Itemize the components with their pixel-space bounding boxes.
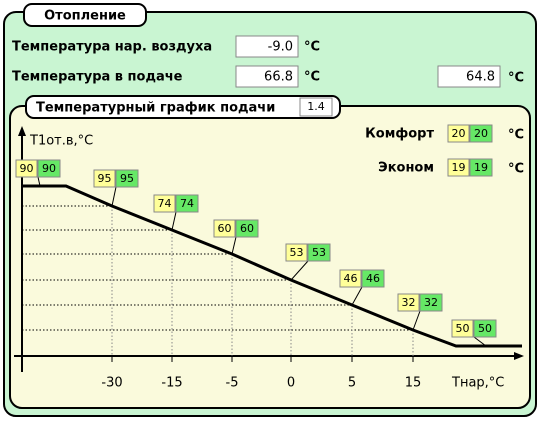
point-value: 46 [344, 272, 358, 285]
leader [412, 310, 421, 331]
value-box [235, 35, 299, 58]
value: 66.8 [264, 70, 293, 85]
value: -9.0 [268, 40, 293, 55]
curve [22, 184, 522, 348]
point-value-box [361, 269, 385, 288]
point-value-box [37, 159, 61, 178]
point-value: 50 [478, 322, 492, 335]
point-value-box [419, 293, 443, 312]
mode-label: Эконом [378, 161, 434, 176]
point-value-box [213, 219, 236, 238]
leader [37, 176, 41, 187]
leader [171, 211, 177, 231]
row-label: Температура нар. воздуха [12, 40, 212, 55]
mode-value: 19 [474, 161, 488, 174]
point-value: 60 [240, 222, 254, 235]
unit: °C [304, 40, 320, 55]
leader [111, 186, 117, 207]
x-tick-label: -30 [101, 376, 122, 391]
x-tick-label: 15 [405, 376, 422, 391]
point-value: 32 [424, 296, 438, 309]
point-value: 32 [402, 296, 416, 309]
leader [231, 236, 237, 255]
point-value: 90 [42, 162, 56, 175]
arrow [18, 126, 26, 136]
point-value-box [115, 169, 139, 188]
x-tick-label: 0 [287, 376, 295, 391]
leader [290, 260, 309, 281]
point-value-box [15, 159, 38, 178]
arrow [514, 352, 524, 360]
title: Отопление [44, 9, 126, 24]
value-box [235, 65, 299, 88]
mode-value: 19 [452, 161, 466, 174]
point-value-box [473, 319, 497, 338]
value: 64.8 [466, 70, 495, 85]
mode-value-box [447, 124, 470, 143]
row-label: Температура в подаче [12, 70, 183, 85]
unit: °C [304, 70, 320, 85]
point-value-box [175, 194, 199, 213]
title-tab [23, 3, 147, 27]
point-value-box [397, 293, 420, 312]
unit: °C [508, 71, 524, 86]
point-value-box [93, 169, 116, 188]
point-value: 95 [98, 172, 112, 185]
point-value-box [307, 243, 331, 262]
mode-label: Комфорт [365, 127, 434, 142]
graph-panel [9, 105, 531, 409]
point-value: 90 [20, 162, 34, 175]
point-value: 53 [312, 246, 326, 259]
leader [351, 286, 363, 306]
point-value-box [153, 194, 176, 213]
point-value: 60 [218, 222, 232, 235]
point-value-box [339, 269, 362, 288]
point-value: 50 [456, 322, 470, 335]
x-tick-label: -15 [161, 376, 182, 391]
unit: °C [508, 162, 524, 177]
graph-tab [25, 95, 341, 119]
point-value: 53 [290, 246, 304, 259]
x-tick-label: -5 [226, 376, 239, 391]
point-value: 74 [180, 197, 194, 210]
mode-value-box [447, 158, 470, 177]
mode-value-box [469, 124, 493, 143]
y-label: T1от.в,°C [29, 134, 93, 149]
point-value-box [235, 219, 259, 238]
unit: °C [508, 128, 524, 143]
point-value: 95 [120, 172, 134, 185]
point-value: 46 [366, 272, 380, 285]
point-value: 74 [158, 197, 172, 210]
mode-value-box [469, 158, 493, 177]
x-tick-label: 5 [348, 376, 356, 391]
graph-title: Температурный график подачи [36, 101, 275, 116]
mode-value: 20 [474, 127, 488, 140]
factor-box [299, 97, 333, 117]
x-label: Tнар,°C [451, 376, 504, 391]
point-value-box [285, 243, 308, 262]
factor: 1.4 [307, 100, 325, 113]
point-value-box [451, 319, 474, 338]
leader [473, 336, 487, 347]
value-box [437, 65, 501, 88]
mode-value: 20 [452, 127, 466, 140]
